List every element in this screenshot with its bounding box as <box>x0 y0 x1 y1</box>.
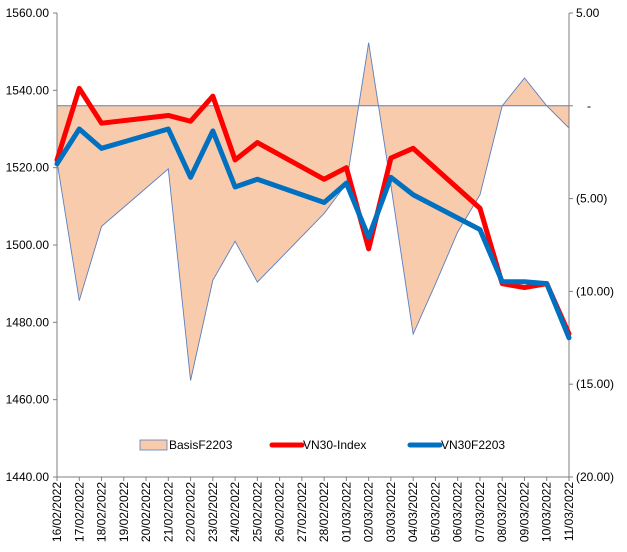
x-tick-label: 06/03/2022 <box>451 482 465 542</box>
series-line-vn30f2203 <box>54 126 572 341</box>
legend-entry: BasisF2203 <box>139 438 233 452</box>
x-tick-label: 23/02/2022 <box>206 482 220 542</box>
x-tick-label: 21/02/2022 <box>161 482 175 542</box>
x-tick-label: 19/02/2022 <box>117 482 131 542</box>
legend-swatch <box>139 439 168 451</box>
x-tick-label: 04/03/2022 <box>406 482 420 542</box>
x-tick-label: 16/02/2022 <box>50 482 64 542</box>
x-tick-label: 08/03/2022 <box>495 482 509 542</box>
y-right-tick-label: (5.00) <box>576 192 607 206</box>
y-left-tick-label: 1540.00 <box>6 83 50 97</box>
y-left-tick-label: 1500.00 <box>6 238 50 252</box>
x-tick-label: 02/03/2022 <box>362 482 376 542</box>
legend-label: VN30F2203 <box>441 438 505 452</box>
y-left-tick-label: 1480.00 <box>6 315 50 329</box>
legend-label: VN30-Index <box>303 438 366 452</box>
y-right-tick-label: (20.00) <box>576 470 614 484</box>
legend-entry: VN30-Index <box>269 438 366 452</box>
x-tick-label: 28/02/2022 <box>317 482 331 542</box>
x-tick-label: 22/02/2022 <box>184 482 198 542</box>
legend-label: BasisF2203 <box>169 438 233 452</box>
basis-area-layer <box>56 42 570 381</box>
y-left-tick-label: 1560.00 <box>6 6 50 20</box>
x-tick-label: 26/02/2022 <box>273 482 287 542</box>
x-tick-label: 24/02/2022 <box>228 482 242 542</box>
series-lines-layer <box>54 85 572 341</box>
y-left-tick-label: 1440.00 <box>6 470 50 484</box>
x-tick-label: 07/03/2022 <box>473 482 487 542</box>
x-tick-label: 05/03/2022 <box>428 482 442 542</box>
y-right-tick-label: - <box>587 99 591 113</box>
basis-area-fill <box>57 42 569 381</box>
series-line-vn30-index <box>54 85 572 337</box>
x-tick-label: 10/03/2022 <box>540 482 554 542</box>
y-left-tick-label: 1460.00 <box>6 393 50 407</box>
x-tick-label: 25/02/2022 <box>250 482 264 542</box>
x-tick-label: 18/02/2022 <box>95 482 109 542</box>
tick-labels-layer: 1440.00 1460.00 1480.00 1500.00 1520.00 1540.… <box>6 6 614 542</box>
y-right-tick-label: 5.00 <box>576 6 600 20</box>
x-tick-label: 09/03/2022 <box>517 482 531 542</box>
x-tick-label: 03/03/2022 <box>384 482 398 542</box>
x-tick-label: 27/02/2022 <box>295 482 309 542</box>
legend-entry: VN30F2203 <box>407 438 505 452</box>
x-tick-label: 01/03/2022 <box>339 482 353 542</box>
axes-layer <box>53 12 573 481</box>
basis-area-edge <box>56 42 570 381</box>
y-right-tick-label: (15.00) <box>576 377 614 391</box>
x-tick-label: 11/03/2022 <box>562 482 576 541</box>
x-tick-label: 20/02/2022 <box>139 482 153 542</box>
legend: BasisF2203 VN30-Index VN30F2203 <box>139 438 505 452</box>
y-left-tick-label: 1520.00 <box>6 161 50 175</box>
y-right-tick-label: (10.00) <box>576 284 614 298</box>
x-tick-label: 17/02/2022 <box>72 482 86 542</box>
